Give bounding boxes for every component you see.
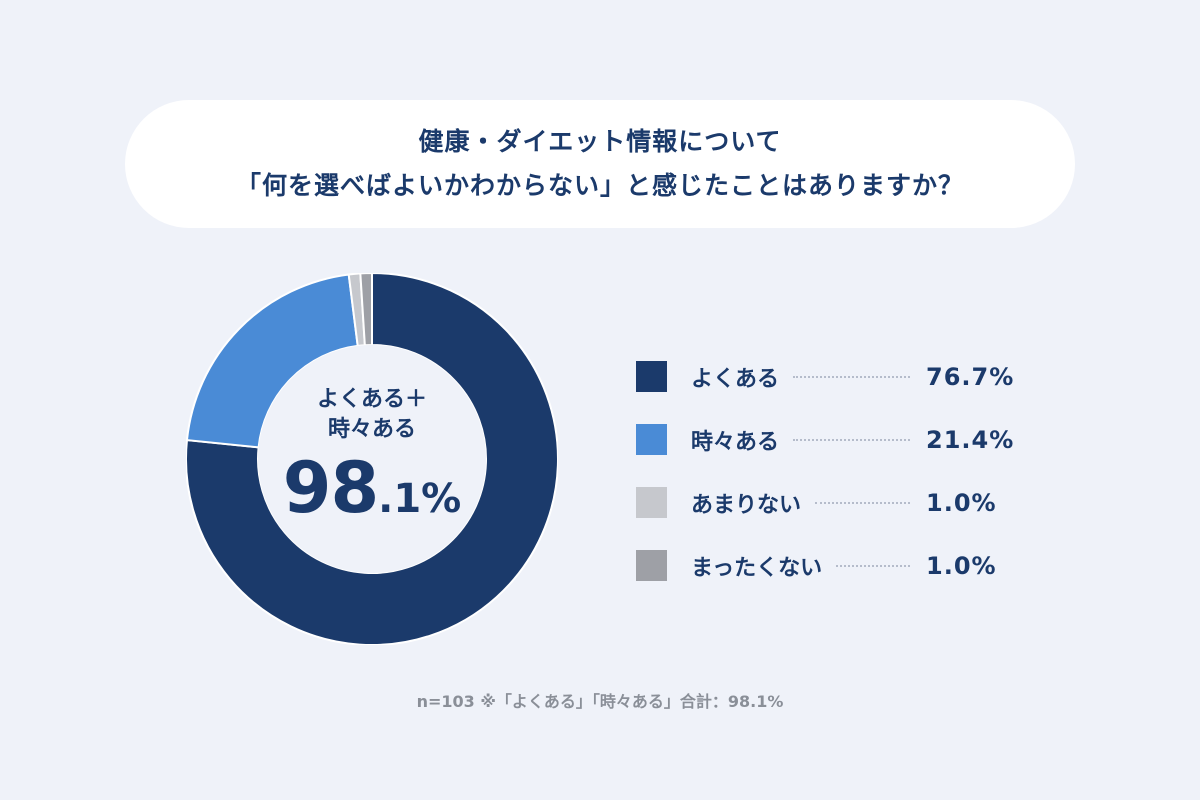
leader-dots xyxy=(793,375,910,378)
title-line-1: 健康・ダイエット情報について xyxy=(418,127,782,156)
center-value-decimal: .1% xyxy=(378,476,462,522)
leader-dots xyxy=(836,564,910,567)
legend-value: 1.0% xyxy=(926,488,997,517)
center-value-integer: 98 xyxy=(282,447,379,529)
leader-dots xyxy=(815,501,910,504)
leader-dots xyxy=(793,438,910,441)
title-line-2: 「何を選べばよいかわからない」と感じたことはありますか？ xyxy=(235,171,964,200)
center-value: 98.1% xyxy=(272,447,472,529)
legend-item: 時々ある 21.4% xyxy=(636,408,1015,471)
title-banner: 健康・ダイエット情報について 「何を選べばよいかわからない」と感じたことはありま… xyxy=(125,100,1075,228)
legend-item: まったくない 1.0% xyxy=(636,534,1006,597)
center-label-line-2: 時々ある xyxy=(327,417,416,442)
legend-value: 76.7% xyxy=(926,362,1015,391)
donut-center-summary: よくある＋ 時々ある 98.1% xyxy=(272,385,472,529)
center-label-line-1: よくある＋ xyxy=(316,387,427,412)
donut-chart xyxy=(186,273,558,645)
legend-label: あまりない xyxy=(691,492,802,518)
footnote: n=103 ※「よくある」「時々ある」合計：98.1% xyxy=(416,692,784,711)
legend-swatch xyxy=(636,487,667,518)
legend-value: 21.4% xyxy=(926,425,1015,454)
legend-swatch xyxy=(636,424,667,455)
legend-label: よくある xyxy=(691,366,780,392)
legend-label: 時々ある xyxy=(691,429,780,455)
chart-legend: よくある 76.7% 時々ある 21.4% あまりない 1.0% まったくない … xyxy=(636,345,1015,597)
legend-value: 1.0% xyxy=(926,551,997,580)
legend-item: よくある 76.7% xyxy=(636,345,1015,408)
legend-label: まったくない xyxy=(691,555,823,581)
legend-item: あまりない 1.0% xyxy=(636,471,1006,534)
legend-swatch xyxy=(636,550,667,581)
legend-swatch xyxy=(636,361,667,392)
donut-hole xyxy=(258,345,486,573)
